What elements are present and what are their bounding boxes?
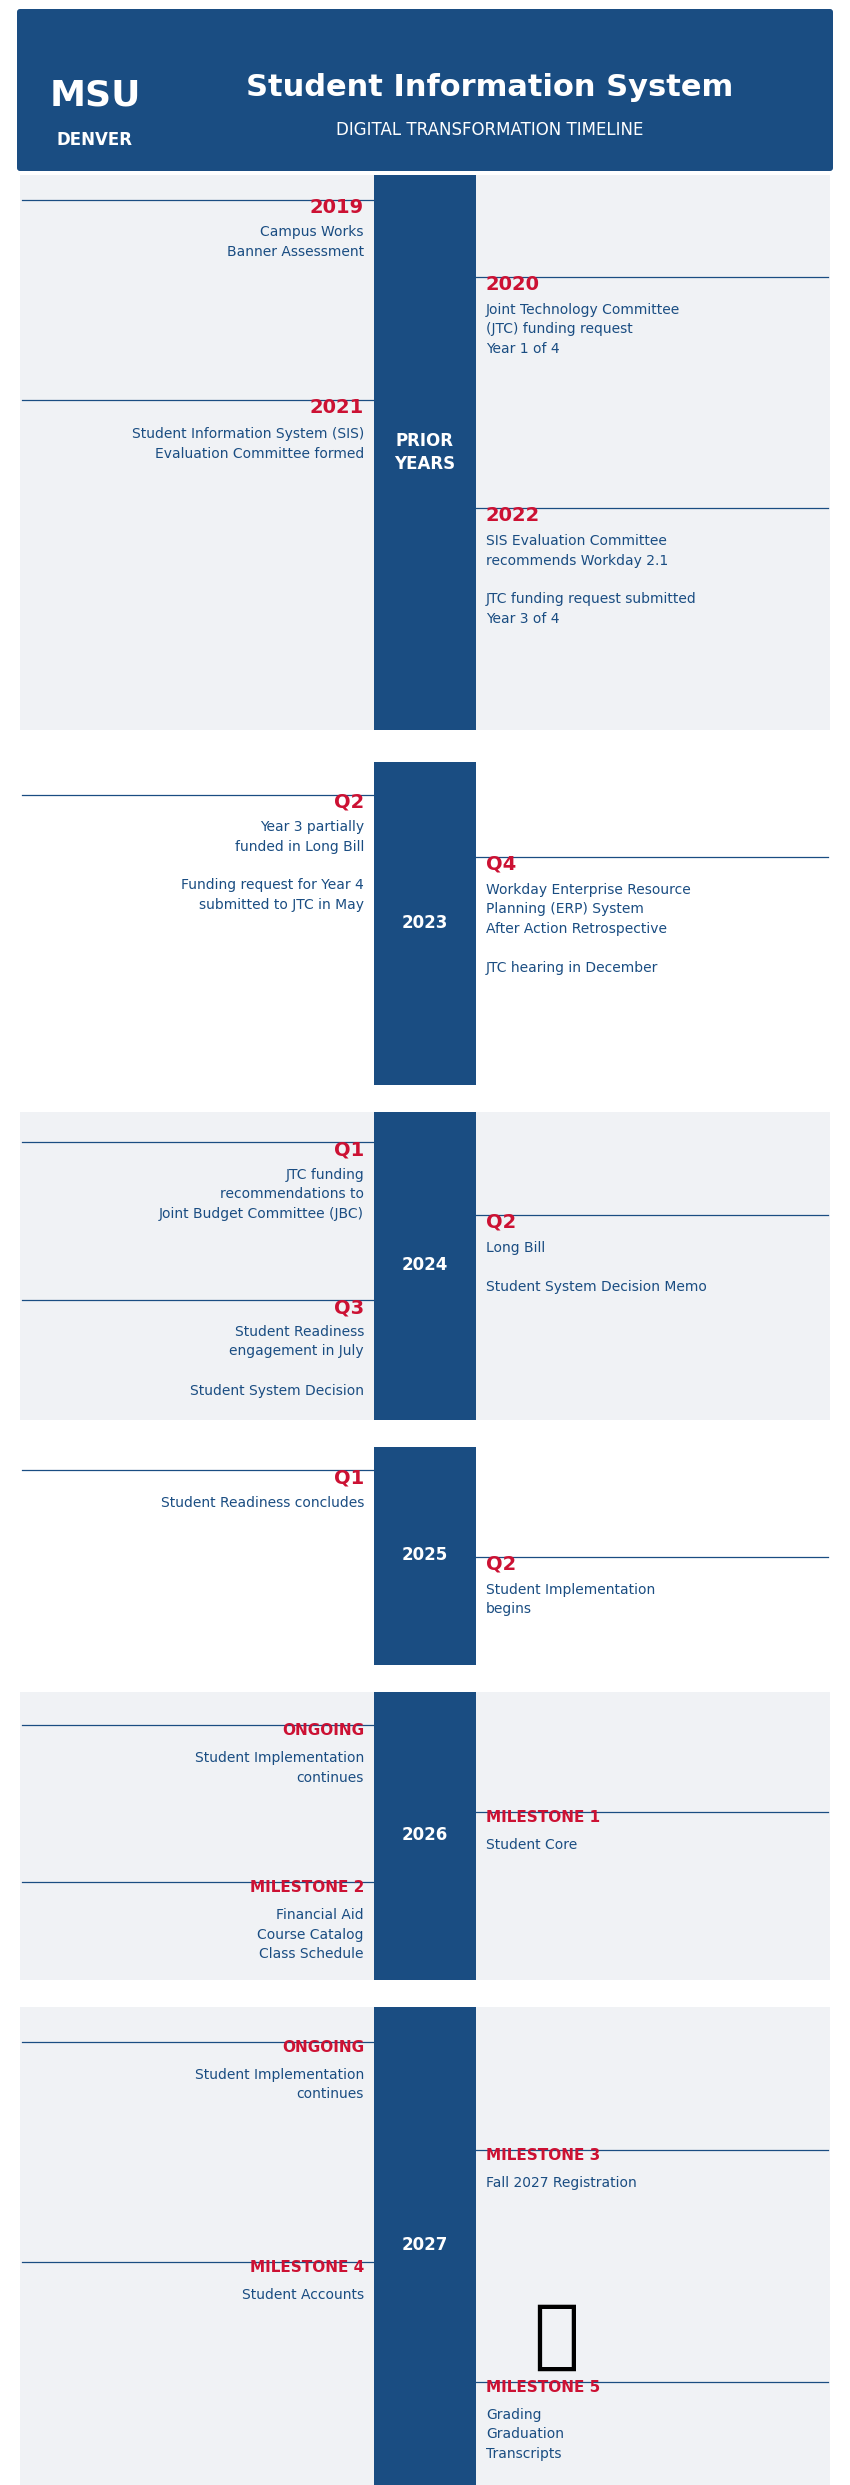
Text: MILESTONE 2: MILESTONE 2 [250, 1881, 364, 1896]
Bar [20, 1444, 374, 1665]
Text: 2023: 2023 [402, 914, 448, 932]
Text: Financial Aid
Course Catalog
Class Schedule: Financial Aid Course Catalog Class Sched… [258, 1908, 364, 1961]
Bar [374, 760, 476, 1086]
Text: Student Readiness concludes: Student Readiness concludes [161, 1496, 364, 1511]
Bar [476, 1444, 830, 1665]
Text: Joint Technology Committee
(JTC) funding request
Year 1 of 4: Joint Technology Committee (JTC) funding… [486, 303, 680, 355]
Text: Q2: Q2 [486, 1556, 516, 1573]
FancyBboxPatch shape [17, 10, 833, 171]
Text: Q4: Q4 [486, 855, 516, 875]
Text: Q1: Q1 [334, 1141, 364, 1158]
Bar [476, 1665, 830, 1692]
Bar [20, 1086, 374, 1111]
Text: Q3: Q3 [334, 1297, 364, 1317]
Text: Student Accounts: Student Accounts [242, 2289, 364, 2301]
Text: 2026: 2026 [402, 1826, 448, 1844]
Text: Student Implementation
continues: Student Implementation continues [195, 1752, 364, 1784]
Text: 🚀: 🚀 [533, 2301, 579, 2373]
Text: DIGITAL TRANSFORMATION TIMELINE: DIGITAL TRANSFORMATION TIMELINE [337, 122, 643, 139]
Bar [374, 1444, 476, 1665]
Text: Q1: Q1 [334, 1469, 364, 1486]
Text: 2024: 2024 [402, 1255, 448, 1275]
Text: MSU: MSU [49, 77, 141, 112]
Text: 2020: 2020 [486, 276, 540, 293]
Text: 2021: 2021 [309, 398, 364, 417]
Bar [20, 1419, 374, 1446]
Bar [476, 1111, 830, 1419]
Bar [476, 2005, 830, 2485]
Bar [20, 1111, 374, 1419]
Bar [374, 1086, 476, 1111]
Bar [20, 2005, 374, 2485]
Text: Student Core: Student Core [486, 1839, 577, 1851]
Text: DENVER: DENVER [57, 132, 133, 149]
Text: 2027: 2027 [402, 2236, 448, 2254]
Text: MILESTONE 5: MILESTONE 5 [486, 2381, 600, 2396]
Bar [374, 1981, 476, 2008]
Text: Student Readiness
engagement in July

Student System Decision: Student Readiness engagement in July Stu… [190, 1325, 364, 1397]
Text: Student Implementation
continues: Student Implementation continues [195, 2068, 364, 2102]
Bar [374, 1665, 476, 1692]
Text: 2022: 2022 [486, 507, 541, 524]
Text: JTC funding
recommendations to
Joint Budget Committee (JBC): JTC funding recommendations to Joint Bud… [159, 1168, 364, 1220]
Text: Student Implementation
begins: Student Implementation begins [486, 1583, 655, 1618]
Text: 2019: 2019 [310, 199, 364, 216]
Text: SIS Evaluation Committee
recommends Workday 2.1

JTC funding request submitted
Y: SIS Evaluation Committee recommends Work… [486, 534, 697, 626]
Text: Long Bill

Student System Decision Memo: Long Bill Student System Decision Memo [486, 1240, 707, 1295]
Bar [20, 731, 374, 763]
Bar [374, 1419, 476, 1446]
Text: ONGOING: ONGOING [282, 1722, 364, 1737]
Text: Q2: Q2 [486, 1213, 516, 1233]
Text: Workday Enterprise Resource
Planning (ERP) System
After Action Retrospective

JT: Workday Enterprise Resource Planning (ER… [486, 882, 691, 974]
Bar [476, 1419, 830, 1446]
Text: PRIOR
YEARS: PRIOR YEARS [394, 432, 456, 472]
Text: Year 3 partially
funded in Long Bill

Funding request for Year 4
submitted to JT: Year 3 partially funded in Long Bill Fun… [181, 820, 364, 912]
Text: MILESTONE 4: MILESTONE 4 [250, 2259, 364, 2274]
Bar [374, 1690, 476, 1981]
Bar [20, 1981, 374, 2008]
Text: Student Information System: Student Information System [246, 75, 734, 102]
Text: Fall 2027 Registration: Fall 2027 Registration [486, 2177, 637, 2189]
Bar [20, 174, 374, 731]
Bar [476, 731, 830, 763]
Bar [374, 1111, 476, 1419]
Bar [374, 2005, 476, 2485]
Text: Campus Works
Banner Assessment: Campus Works Banner Assessment [227, 226, 364, 258]
Text: 2025: 2025 [402, 1546, 448, 1563]
Text: Grading
Graduation
Transcripts: Grading Graduation Transcripts [486, 2408, 564, 2460]
Text: Q2: Q2 [334, 793, 364, 813]
Text: MILESTONE 1: MILESTONE 1 [486, 1809, 600, 1824]
Bar [476, 760, 830, 1086]
Bar [20, 1665, 374, 1692]
Bar [476, 1981, 830, 2008]
Text: MILESTONE 3: MILESTONE 3 [486, 2147, 600, 2162]
Bar [20, 1690, 374, 1981]
Bar [20, 760, 374, 1086]
Bar [374, 174, 476, 731]
Text: ONGOING: ONGOING [282, 2040, 364, 2055]
Bar [476, 1086, 830, 1111]
Text: Student Information System (SIS)
Evaluation Committee formed: Student Information System (SIS) Evaluat… [132, 427, 364, 460]
Bar [374, 731, 476, 763]
Bar [476, 174, 830, 731]
Bar [476, 1690, 830, 1981]
